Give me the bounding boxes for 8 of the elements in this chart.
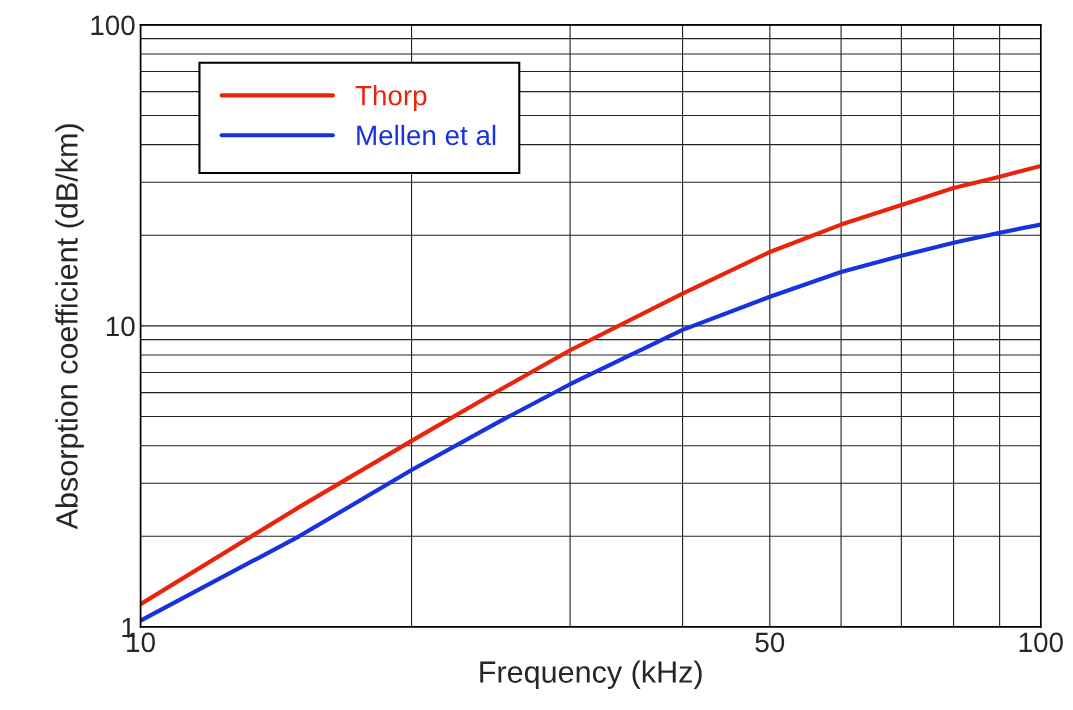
x-tick-label: 50	[755, 632, 785, 653]
y-axis-title: Absorption coefficient (dB/km)	[55, 124, 84, 530]
legend-label: Thorp	[355, 85, 427, 111]
y-tick-label: 100	[91, 15, 135, 36]
legend-label: Mellen et al	[357, 124, 496, 146]
y-tick-label: 10	[106, 316, 135, 337]
x-tick-label: 100	[1019, 632, 1063, 653]
x-axis-title: Frequency (kHz)	[480, 660, 702, 689]
